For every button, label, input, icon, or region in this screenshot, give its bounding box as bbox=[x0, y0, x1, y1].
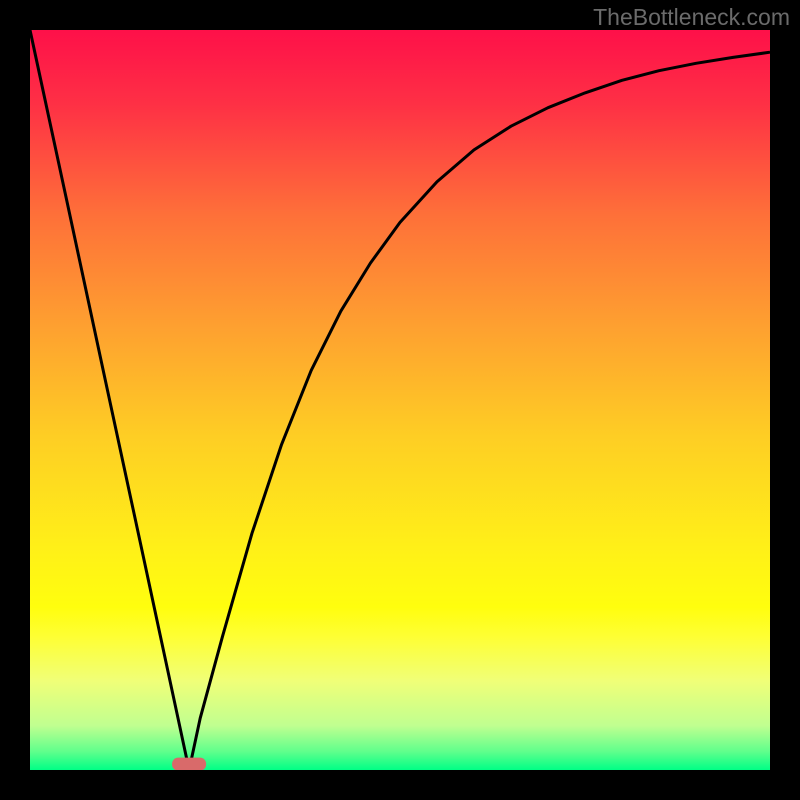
optimal-marker bbox=[172, 758, 206, 771]
watermark-text: TheBottleneck.com bbox=[593, 4, 790, 31]
chart-border-right bbox=[770, 0, 800, 800]
chart-border-bottom bbox=[0, 770, 800, 800]
bottleneck-chart bbox=[0, 0, 800, 800]
chart-border-left bbox=[0, 0, 30, 800]
chart-background bbox=[30, 30, 770, 770]
chart-container: TheBottleneck.com bbox=[0, 0, 800, 800]
